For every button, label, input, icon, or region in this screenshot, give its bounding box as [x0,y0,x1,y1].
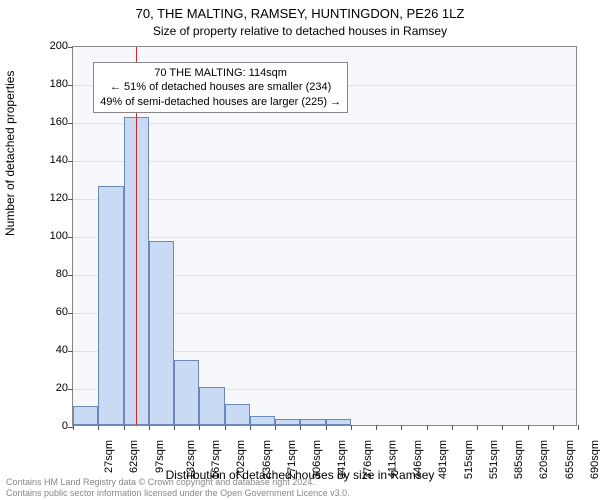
xtick-label: 271sqm [286,440,298,479]
xtick-mark [528,425,529,430]
chart-container: 70, THE MALTING, RAMSEY, HUNTINGDON, PE2… [0,0,600,500]
footer-attribution: Contains HM Land Registry data © Crown c… [6,477,350,498]
chart-title-sub: Size of property relative to detached ho… [0,24,600,38]
ytick-label: 40 [28,344,68,356]
xtick-label: 202sqm [235,440,247,479]
ytick-mark [68,161,73,162]
xtick-mark [275,425,276,430]
annotation-line2: ← 51% of detached houses are smaller (23… [100,80,341,94]
histogram-bar [174,360,199,425]
histogram-bar [300,419,325,425]
xtick-label: 446sqm [412,440,424,479]
ytick-label: 60 [28,306,68,318]
footer-line2: Contains public sector information licen… [6,488,350,498]
xtick-label: 515sqm [463,440,475,479]
xtick-mark [225,425,226,430]
xtick-mark [250,425,251,430]
xtick-label: 411sqm [386,440,398,478]
xtick-label: 236sqm [261,440,273,479]
ytick-label: 140 [28,154,68,166]
histogram-bar [199,387,224,425]
annotation-line3: 49% of semi-detached houses are larger (… [100,95,341,109]
histogram-bar [98,186,123,425]
ytick-mark [68,199,73,200]
xtick-label: 690sqm [589,440,600,479]
y-axis-label: Number of detached properties [3,71,17,236]
histogram-bar [73,406,98,425]
ytick-label: 200 [28,40,68,52]
xtick-mark [174,425,175,430]
xtick-label: 62sqm [128,440,140,473]
xtick-mark [376,425,377,430]
xtick-label: 167sqm [210,440,222,479]
histogram-bar [149,241,174,425]
ytick-mark [68,389,73,390]
ytick-label: 0 [28,420,68,432]
ytick-mark [68,237,73,238]
ytick-mark [68,313,73,314]
xtick-mark [553,425,554,430]
xtick-mark [351,425,352,430]
annotation-line1: 70 THE MALTING: 114sqm [100,66,341,80]
xtick-mark [73,425,74,430]
ytick-label: 120 [28,192,68,204]
xtick-label: 97sqm [154,440,166,473]
xtick-mark [578,425,579,430]
xtick-label: 551sqm [488,440,500,479]
xtick-label: 132sqm [185,440,197,479]
xtick-label: 481sqm [437,440,449,479]
xtick-mark [300,425,301,430]
ytick-mark [68,123,73,124]
xtick-label: 376sqm [362,440,374,479]
ytick-mark [68,275,73,276]
ytick-label: 80 [28,268,68,280]
ytick-label: 180 [28,78,68,90]
ytick-mark [68,85,73,86]
ytick-mark [68,47,73,48]
ytick-label: 20 [28,382,68,394]
xtick-mark [502,425,503,430]
xtick-mark [401,425,402,430]
xtick-label: 620sqm [538,440,550,479]
xtick-mark [199,425,200,430]
annotation-box: 70 THE MALTING: 114sqm← 51% of detached … [93,62,348,113]
xtick-mark [98,425,99,430]
xtick-label: 585sqm [513,440,525,479]
xtick-label: 655sqm [564,440,576,479]
xtick-label: 341sqm [336,440,348,479]
ytick-label: 100 [28,230,68,242]
histogram-bar [326,419,351,425]
xtick-label: 306sqm [311,440,323,479]
ytick-label: 160 [28,116,68,128]
xtick-mark [124,425,125,430]
histogram-bar [225,404,250,425]
xtick-mark [149,425,150,430]
histogram-bar [250,416,275,426]
xtick-mark [452,425,453,430]
chart-title-main: 70, THE MALTING, RAMSEY, HUNTINGDON, PE2… [0,6,600,21]
plot-area: 70 THE MALTING: 114sqm← 51% of detached … [72,46,577,426]
ytick-mark [68,351,73,352]
xtick-mark [477,425,478,430]
xtick-mark [427,425,428,430]
xtick-label: 27sqm [103,440,115,473]
histogram-bar [275,419,300,425]
xtick-mark [326,425,327,430]
